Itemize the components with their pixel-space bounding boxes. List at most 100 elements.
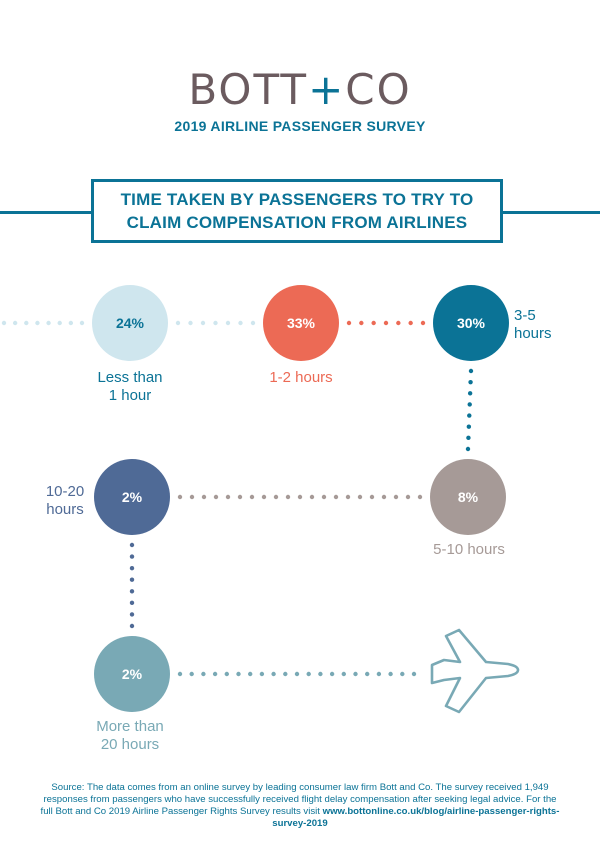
path-segment-6-dot bbox=[341, 671, 346, 677]
value-label-10-20-hours: 2% bbox=[122, 489, 143, 505]
path-segment-4-dot bbox=[249, 494, 255, 500]
path-segment-5 bbox=[129, 542, 135, 629]
value-label-more-than-20-hours: 2% bbox=[122, 666, 143, 682]
title-rule-left bbox=[0, 211, 93, 214]
category-label-line: 20 hours bbox=[100, 736, 160, 753]
path-segment-3 bbox=[465, 368, 474, 452]
chart-title-box: TIME TAKEN BY PASSENGERS TO TRY TO CLAIM… bbox=[91, 179, 503, 243]
category-label-line: 10-20 bbox=[45, 483, 85, 500]
path-segment-5-dot bbox=[129, 542, 135, 548]
path-segment-6-dot bbox=[294, 671, 300, 677]
path-segment-5-dot bbox=[129, 577, 135, 582]
path-segment-6-dot bbox=[259, 671, 265, 677]
chart-title-line-2: CLAIM COMPENSATION FROM AIRLINES bbox=[126, 213, 468, 232]
path-lead-in-dot bbox=[46, 320, 51, 326]
path-segment-6-dot bbox=[201, 671, 206, 677]
source-note: Source: The data comes from an online su… bbox=[40, 782, 560, 830]
path-segment-4-dot bbox=[333, 494, 339, 500]
circle-1-2-hours bbox=[263, 285, 339, 361]
category-label-line: hours bbox=[514, 325, 552, 342]
path-segment-5-dot bbox=[129, 612, 135, 617]
path-segment-4-dot bbox=[273, 494, 279, 500]
category-label-line: hours bbox=[46, 501, 84, 518]
path-segment-3-dot bbox=[465, 446, 471, 452]
circle-3-5-hours bbox=[433, 285, 509, 361]
category-label-line: Less than bbox=[97, 369, 163, 386]
path-segment-6-dot bbox=[306, 671, 311, 677]
path-segment-6-dot bbox=[318, 671, 323, 677]
chart-title-line-1: TIME TAKEN BY PASSENGERS TO TRY TO bbox=[120, 190, 474, 209]
category-label-5-10-hours: 5-10 hours bbox=[414, 541, 524, 559]
path-segment-2-dot bbox=[359, 320, 364, 326]
path-segment-4-dot bbox=[405, 494, 411, 500]
title-rule-right bbox=[501, 211, 600, 214]
path-lead-in-dot bbox=[1, 320, 7, 326]
category-label-line: 3-5 bbox=[514, 307, 536, 324]
path-lead-in-dot bbox=[12, 320, 18, 326]
path-segment-4-dot bbox=[201, 494, 207, 500]
path-segment-6-dot bbox=[271, 671, 276, 677]
category-label-1-2-hours: 1-2 hours bbox=[243, 369, 359, 387]
path-segment-6 bbox=[177, 671, 417, 677]
category-label-more-than-20-hours: More than 20 hours bbox=[78, 718, 182, 754]
path-segment-6-dot bbox=[283, 671, 288, 677]
value-label-5-10-hours: 8% bbox=[458, 489, 479, 505]
path-segment-2-dot bbox=[420, 320, 426, 326]
path-segment-1-dot bbox=[250, 320, 256, 326]
path-segment-4-dot bbox=[345, 494, 351, 500]
circle-5-10-hours bbox=[430, 459, 506, 535]
path-segment-3-dot bbox=[467, 402, 472, 407]
source-link[interactable]: www.bottonline.co.uk/blog/airline-passen… bbox=[272, 806, 560, 829]
path-segment-3-dot bbox=[466, 435, 471, 441]
path-segment-1-dot bbox=[188, 320, 193, 326]
path-segment-4-dot bbox=[225, 494, 231, 500]
path-segment-6-dot bbox=[388, 671, 393, 677]
path-segment-3-dot bbox=[467, 391, 473, 396]
path-segment-5-dot bbox=[129, 623, 135, 629]
path-segment-6-dot bbox=[400, 671, 405, 677]
category-label-line: 1-2 hours bbox=[269, 369, 333, 386]
brand-name-right: CO bbox=[345, 65, 412, 114]
path-lead-in-dot bbox=[79, 320, 85, 326]
path-segment-1-dot bbox=[175, 320, 181, 326]
path-segment-4-dot bbox=[297, 494, 303, 500]
circle-more-than-20-hours bbox=[94, 636, 170, 712]
survey-subtitle: 2019 AIRLINE PASSENGER SURVEY bbox=[174, 118, 426, 134]
category-label-line: 5-10 hours bbox=[433, 541, 505, 558]
airplane-icon bbox=[430, 628, 520, 714]
path-lead-in-dot bbox=[68, 320, 74, 326]
path-segment-6-dot bbox=[365, 671, 370, 677]
circle-less-than-1-hour bbox=[92, 285, 168, 361]
path-segment-3-dot bbox=[468, 379, 473, 385]
path-segment-2 bbox=[346, 320, 426, 326]
brand-plus-mark: + bbox=[308, 65, 346, 114]
path-segment-4-dot bbox=[393, 494, 399, 500]
path-segment-6-dot bbox=[177, 671, 183, 677]
path-segment-2-dot bbox=[346, 320, 352, 326]
path-segment-4-dot bbox=[285, 494, 291, 500]
path-segment-4-dot bbox=[237, 494, 243, 500]
path-segment-4-dot bbox=[417, 494, 423, 500]
path-segment-1 bbox=[175, 320, 256, 326]
path-segment-6-dot bbox=[224, 671, 229, 677]
path-segment-4-dot bbox=[189, 494, 195, 500]
value-label-3-5-hours: 30% bbox=[457, 315, 486, 331]
category-label-3-5-hours: 3-5 hours bbox=[514, 307, 584, 343]
brand-logo: BOTT+CO bbox=[0, 66, 600, 114]
path-segment-4-dot bbox=[369, 494, 375, 500]
path-lead-in-dot bbox=[24, 320, 29, 326]
path-segment-6-dot bbox=[236, 671, 241, 677]
path-segment-4-dot bbox=[177, 494, 183, 500]
path-lead-in-dot bbox=[35, 320, 40, 326]
path-segment-1-dot bbox=[225, 320, 231, 326]
path-lead-in-dot bbox=[57, 320, 62, 326]
path-segment-5-dot bbox=[129, 600, 135, 606]
path-segment-5-dot bbox=[129, 565, 135, 571]
path-segment-6-dot bbox=[212, 671, 218, 677]
path-segment-6-dot bbox=[411, 671, 417, 677]
path-segment-6-dot bbox=[376, 671, 382, 677]
path-segment-2-dot bbox=[383, 320, 389, 326]
category-label-less-than-1-hour: Less than 1 hour bbox=[78, 369, 182, 405]
path-segment-1-dot bbox=[200, 320, 206, 326]
